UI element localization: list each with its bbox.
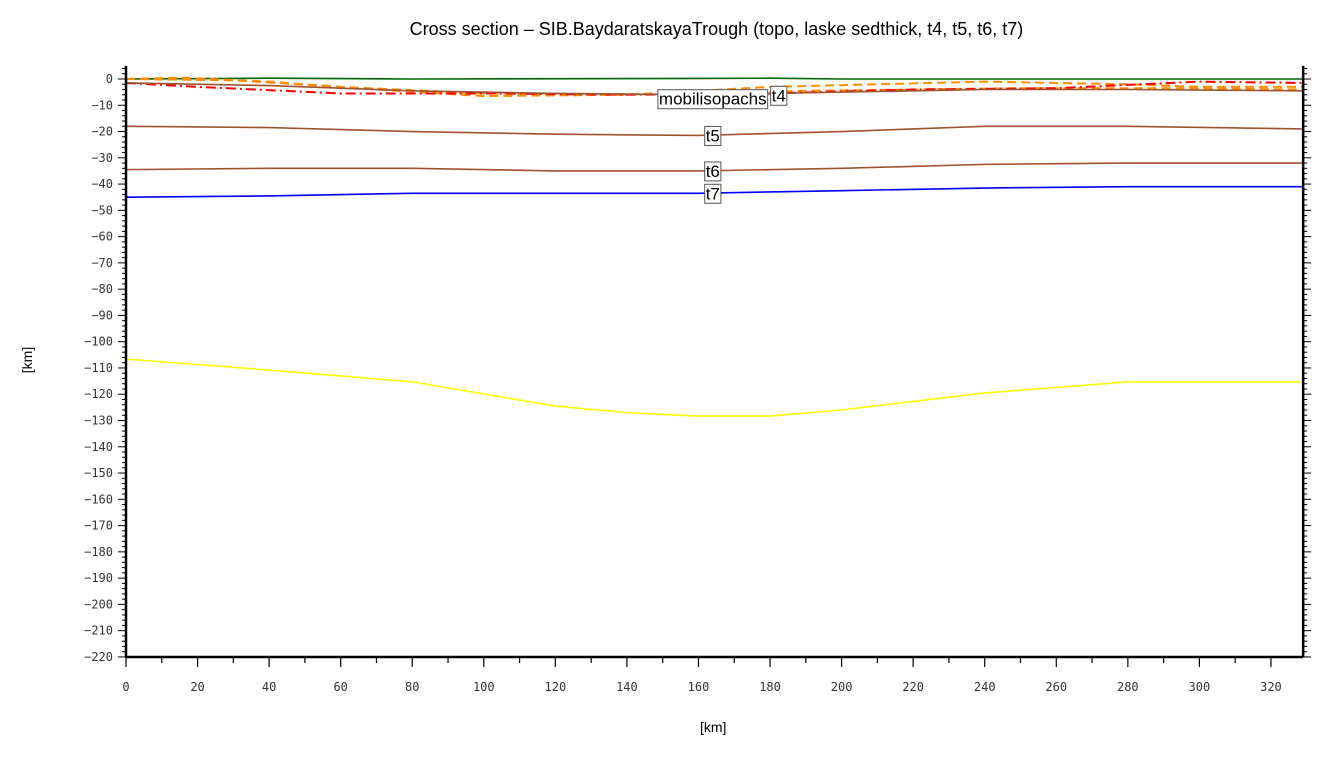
y-tick-label: 0 bbox=[106, 72, 113, 86]
x-tick-label: 160 bbox=[688, 680, 710, 694]
annotation-box bbox=[704, 183, 722, 204]
x-tick-label: 120 bbox=[545, 680, 567, 694]
x-tick-label: 180 bbox=[759, 680, 781, 694]
series-line-t7 bbox=[125, 185, 1304, 199]
y-tick-label: −40 bbox=[91, 177, 113, 191]
y-tick-label: −120 bbox=[84, 387, 113, 401]
annotation-text: t6 bbox=[706, 162, 720, 181]
series-line-mobilisopachs bbox=[125, 80, 1304, 96]
y-tick-label: −130 bbox=[84, 414, 113, 428]
x-tick-label: 0 bbox=[122, 680, 129, 694]
y-tick-label: −30 bbox=[91, 151, 113, 165]
chart-title: Cross section – SIB.BaydaratskayaTrough … bbox=[409, 19, 1024, 39]
annotation-box bbox=[657, 89, 769, 110]
y-tick-label: −80 bbox=[91, 282, 113, 296]
x-tick-label: 140 bbox=[616, 680, 638, 694]
series-line-topo bbox=[125, 77, 1304, 80]
annotation-text: t4 bbox=[772, 86, 786, 105]
y-tick-label: −110 bbox=[84, 361, 113, 375]
x-tick-label: 220 bbox=[902, 680, 924, 694]
annotation-t5: t5 bbox=[704, 125, 722, 146]
x-tick-label: 320 bbox=[1260, 680, 1282, 694]
annotation-text: mobilisopachs bbox=[659, 90, 767, 109]
x-tick-label: 100 bbox=[473, 680, 495, 694]
annotation-t6: t6 bbox=[704, 161, 722, 182]
x-tick-label: 20 bbox=[190, 680, 204, 694]
annotation-box bbox=[704, 125, 722, 146]
x-tick-label: 60 bbox=[333, 680, 347, 694]
x-tick-label: 280 bbox=[1117, 680, 1139, 694]
x-tick-label: 80 bbox=[405, 680, 419, 694]
y-tick-label: −220 bbox=[84, 650, 113, 664]
y-tick-label: −170 bbox=[84, 519, 113, 533]
y-tick-label: −140 bbox=[84, 440, 113, 454]
x-tick-label: 260 bbox=[1045, 680, 1067, 694]
x-tick-label: 300 bbox=[1189, 680, 1211, 694]
x-tick-label: 40 bbox=[262, 680, 276, 694]
annotation-text: t5 bbox=[706, 126, 720, 145]
annotation-box bbox=[704, 161, 722, 182]
y-tick-label: −100 bbox=[84, 335, 113, 349]
annotation-t4: t4 bbox=[770, 85, 788, 106]
x-tick-label: 240 bbox=[974, 680, 996, 694]
annotation-box bbox=[770, 85, 788, 106]
y-tick-label: −50 bbox=[91, 203, 113, 217]
y-tick-label: −200 bbox=[84, 597, 113, 611]
annotation-text: t7 bbox=[706, 184, 720, 203]
y-tick-label: −190 bbox=[84, 571, 113, 585]
series-line-t6 bbox=[125, 162, 1304, 172]
series-line-t5 bbox=[125, 125, 1304, 137]
y-tick-label: −160 bbox=[84, 492, 113, 506]
y-tick-label: −70 bbox=[91, 256, 113, 270]
y-tick-label: −150 bbox=[84, 466, 113, 480]
y-tick-label: −10 bbox=[91, 98, 113, 112]
y-tick-label: −210 bbox=[84, 624, 113, 638]
series-line-moho bbox=[125, 358, 1304, 417]
y-tick-label: −60 bbox=[91, 230, 113, 244]
x-tick-label: 200 bbox=[831, 680, 853, 694]
annotation-t7: t7 bbox=[704, 183, 722, 204]
y-tick-label: −90 bbox=[91, 308, 113, 322]
y-tick-label: −20 bbox=[91, 125, 113, 139]
y-tick-label: −180 bbox=[84, 545, 113, 559]
x-axis-label: [km] bbox=[700, 719, 727, 735]
annotation-mobilisopachs: mobilisopachs bbox=[657, 89, 769, 110]
